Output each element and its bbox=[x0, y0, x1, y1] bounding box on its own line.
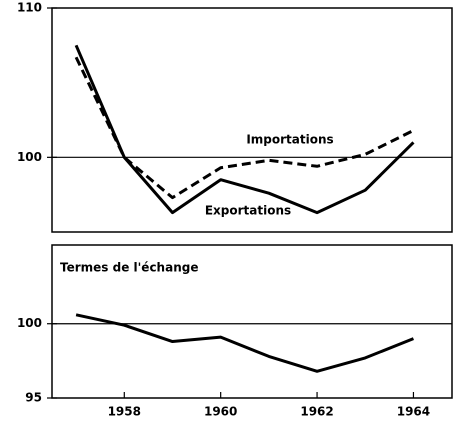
x-tick-label: 1958 bbox=[108, 405, 141, 419]
data-line bbox=[75, 313, 415, 373]
x-tick-label: 1964 bbox=[397, 405, 430, 419]
series-label: Exportations bbox=[205, 204, 291, 218]
y-tick-label: 95 bbox=[25, 391, 42, 405]
series-label: Importations bbox=[246, 133, 333, 147]
y-tick-label: 110 bbox=[17, 1, 42, 15]
y-tick-label: 100 bbox=[17, 316, 42, 330]
y-tick-label: 100 bbox=[17, 150, 42, 164]
chart-title: Termes de l'échange bbox=[60, 261, 198, 275]
data-line bbox=[74, 56, 415, 200]
x-tick-label: 1962 bbox=[300, 405, 333, 419]
plot-frame bbox=[51, 244, 453, 399]
data-line bbox=[74, 44, 415, 215]
x-tick-label: 1960 bbox=[204, 405, 237, 419]
plot-frame bbox=[51, 7, 453, 233]
